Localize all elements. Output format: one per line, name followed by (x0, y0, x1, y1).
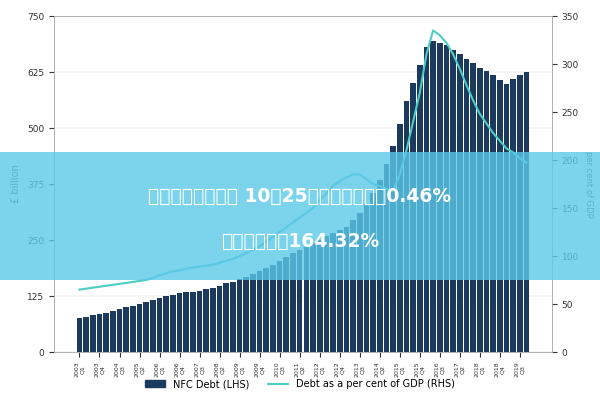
Bar (77, 318, 82, 352)
Legend: NFC Debt (LHS), Debt as a per cent of GDP (RHS): NFC Debt (LHS), Debt as a per cent of GD… (142, 375, 458, 393)
Bar (450, 50, 456, 352)
Bar (130, 306, 136, 352)
Bar (337, 230, 343, 352)
Bar (290, 254, 296, 352)
Bar (490, 75, 496, 352)
Bar (184, 292, 189, 352)
Bar (397, 124, 403, 352)
Bar (137, 304, 142, 352)
Bar (430, 41, 436, 352)
Bar (304, 247, 309, 352)
Bar (457, 54, 463, 352)
Bar (330, 233, 336, 352)
Bar (190, 292, 196, 352)
Bar (323, 236, 329, 352)
Bar (410, 83, 416, 352)
Bar (370, 193, 376, 352)
Bar (503, 84, 509, 352)
Bar (263, 268, 269, 352)
Y-axis label: per cent of GDP: per cent of GDP (584, 151, 593, 217)
Bar (357, 213, 362, 352)
Bar (404, 101, 409, 352)
Bar (97, 314, 103, 352)
Bar (310, 243, 316, 352)
Bar (217, 286, 223, 352)
Bar (484, 71, 490, 352)
Bar (364, 204, 369, 352)
Y-axis label: £ billion: £ billion (11, 165, 22, 203)
Bar (110, 311, 116, 352)
Text: 在线期货配资平台 10月25日锂科转债上涨0.46%: 在线期货配资平台 10月25日锂科转债上涨0.46% (148, 187, 452, 206)
Bar (210, 288, 216, 352)
Bar (524, 72, 529, 352)
Bar (437, 43, 443, 352)
Bar (257, 271, 262, 352)
Bar (150, 300, 156, 352)
Bar (383, 164, 389, 352)
Bar (390, 146, 396, 352)
Bar (417, 65, 422, 352)
Bar (283, 257, 289, 352)
Bar (177, 293, 182, 352)
Bar (203, 289, 209, 352)
Bar (464, 58, 469, 352)
Bar (477, 68, 482, 352)
Bar (83, 317, 89, 352)
Bar (103, 312, 109, 352)
Bar (350, 220, 356, 352)
Bar (511, 79, 516, 352)
Bar (250, 274, 256, 352)
Bar (197, 291, 202, 352)
Bar (237, 280, 242, 352)
Bar (424, 47, 429, 352)
Text: ，转股溢价率164.32%: ，转股溢价率164.32% (221, 232, 379, 251)
Bar (277, 261, 283, 352)
Bar (223, 284, 229, 352)
Bar (143, 302, 149, 352)
Bar (443, 45, 449, 352)
Bar (163, 296, 169, 352)
Bar (157, 298, 163, 352)
Bar (344, 226, 349, 352)
Bar (116, 310, 122, 352)
Bar (90, 315, 95, 352)
Bar (170, 295, 176, 352)
Bar (317, 240, 323, 352)
Bar (470, 63, 476, 352)
Bar (377, 180, 383, 352)
Bar (244, 277, 249, 352)
Bar (124, 307, 129, 352)
Bar (270, 265, 276, 352)
Bar (517, 75, 523, 352)
Bar (497, 80, 503, 352)
Bar (297, 250, 302, 352)
Bar (230, 282, 236, 352)
